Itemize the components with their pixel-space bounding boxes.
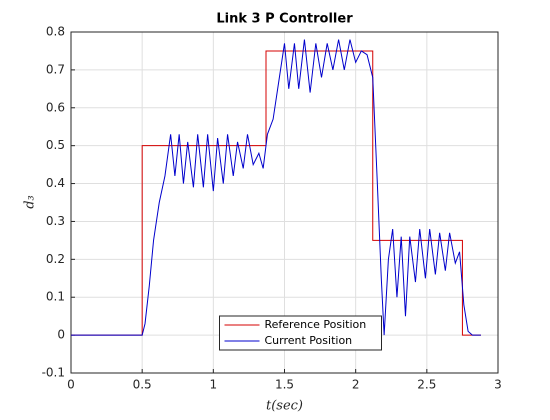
- x-tick-label: 3: [494, 378, 502, 392]
- y-tick-label: 0.7: [46, 62, 65, 76]
- y-tick-label: 0.2: [46, 252, 65, 266]
- y-tick-label: -0.1: [42, 366, 65, 380]
- legend: Reference Position Current Position: [219, 315, 382, 351]
- x-axis-label: t(sec): [266, 399, 303, 414]
- y-tick-label: 0.1: [46, 290, 65, 304]
- x-tick-label: 0.5: [133, 378, 152, 392]
- chart-title: Link 3 P Controller: [216, 12, 353, 27]
- legend-label: Current Position: [265, 334, 353, 347]
- y-tick-label: 0.3: [46, 214, 65, 228]
- axes-box: [70, 31, 499, 374]
- y-tick-label: 0.4: [46, 176, 65, 190]
- y-axis-label: d₃: [23, 195, 38, 209]
- legend-box: [219, 315, 382, 351]
- x-tick-label: 1.5: [275, 378, 294, 392]
- x-tick-label: 0: [67, 378, 75, 392]
- x-tick-label: 2: [352, 378, 360, 392]
- x-tick-label: 2.5: [417, 378, 436, 392]
- y-tick-label: 0.8: [46, 25, 65, 39]
- x-tick-label: 1: [210, 378, 218, 392]
- y-tick-label: 0: [57, 328, 65, 342]
- y-tick-label: 0.5: [46, 138, 65, 152]
- y-tick-label: 0.6: [46, 100, 65, 114]
- legend-label: Reference Position: [265, 318, 367, 331]
- data-line: [71, 39, 481, 336]
